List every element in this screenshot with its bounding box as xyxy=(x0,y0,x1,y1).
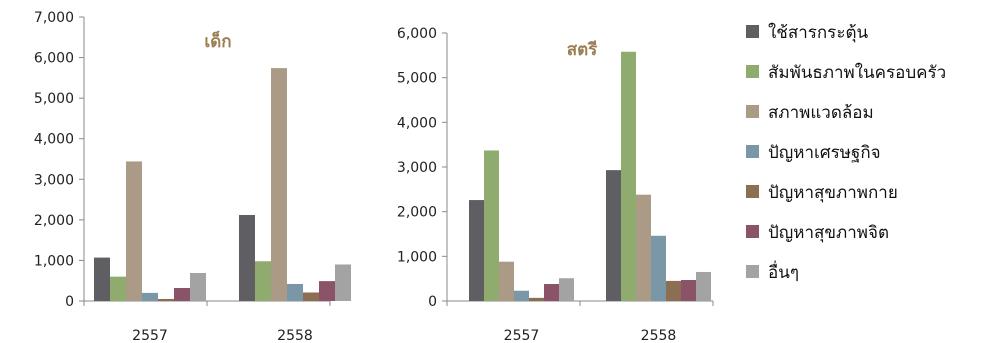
women-y-tick-label: 0 xyxy=(428,294,437,310)
legend-label: ปัญหาสุขภาพจิต xyxy=(768,223,889,243)
child-category-label: 2557 xyxy=(132,328,168,343)
legend-label: สัมพันธภาพในครอบครัว xyxy=(768,62,946,83)
child-y-tick-label: 7,000 xyxy=(34,10,74,26)
women-y-tick-label: 2,000 xyxy=(397,205,437,221)
child-category-label: 2558 xyxy=(277,328,313,343)
child-y-tick-label: 0 xyxy=(65,294,74,310)
child-y-tick-label: 4,000 xyxy=(34,132,74,148)
child-bar xyxy=(126,161,142,301)
child-y-tick-label: 2,000 xyxy=(34,213,74,229)
child-panel-title: เด็ก xyxy=(204,29,231,52)
child-bar xyxy=(142,292,158,301)
women-category-label: 2557 xyxy=(504,328,540,343)
legend-label: สภาพแวดล้อม xyxy=(768,103,874,123)
women-y-tick-label: 4,000 xyxy=(397,115,437,131)
legend-label: ปัญหาเศรษฐกิจ xyxy=(768,143,881,163)
women-bar xyxy=(651,235,666,301)
child-bar xyxy=(239,214,255,301)
women-bar xyxy=(469,200,484,301)
women-bar xyxy=(499,261,514,301)
child-bar xyxy=(158,298,174,301)
women-bar xyxy=(666,280,681,301)
child-bar xyxy=(190,273,206,301)
legend-swatch xyxy=(746,65,759,78)
women-y-tick-label: 3,000 xyxy=(397,160,437,176)
legend-swatch xyxy=(746,225,759,238)
child-bar xyxy=(110,276,126,301)
women-panel-title: สตรี xyxy=(567,39,598,60)
child-y-tick-label: 3,000 xyxy=(34,172,74,188)
women-y-tick-label: 1,000 xyxy=(397,249,437,265)
child-y-tick-label: 6,000 xyxy=(34,51,74,67)
legend-swatch xyxy=(746,145,759,158)
legend-swatch xyxy=(746,265,759,278)
women-bar xyxy=(681,280,696,301)
legend-label: อื่นๆ xyxy=(768,260,799,283)
child-bar xyxy=(271,68,287,302)
women-category-label: 2558 xyxy=(641,328,677,343)
women-bar xyxy=(559,278,574,301)
child-y-tick-label: 5,000 xyxy=(34,91,74,107)
women-bar xyxy=(621,51,636,302)
child-bar xyxy=(94,257,110,301)
women-bar xyxy=(529,297,544,301)
women-bar xyxy=(544,284,559,301)
legend-swatch xyxy=(746,185,759,198)
child-bar xyxy=(287,283,303,301)
child-bar xyxy=(335,264,351,301)
women-y-tick-label: 5,000 xyxy=(397,71,437,87)
women-bar xyxy=(484,150,499,301)
legend-swatch xyxy=(746,25,759,38)
women-bar xyxy=(514,290,529,301)
women-y-tick-label: 6,000 xyxy=(397,26,437,42)
legend-swatch xyxy=(746,105,759,118)
women-bar xyxy=(696,271,711,301)
women-bar xyxy=(636,194,651,301)
legend-label: ปัญหาสุขภาพกาย xyxy=(768,183,898,203)
child-bar xyxy=(174,288,190,301)
child-bar xyxy=(319,281,335,301)
women-bar xyxy=(606,170,621,301)
legend-label: ใช้สารกระตุ้น xyxy=(768,22,868,43)
child-bar xyxy=(303,292,319,301)
child-y-tick-label: 1,000 xyxy=(34,253,74,269)
child-bar xyxy=(255,261,271,301)
